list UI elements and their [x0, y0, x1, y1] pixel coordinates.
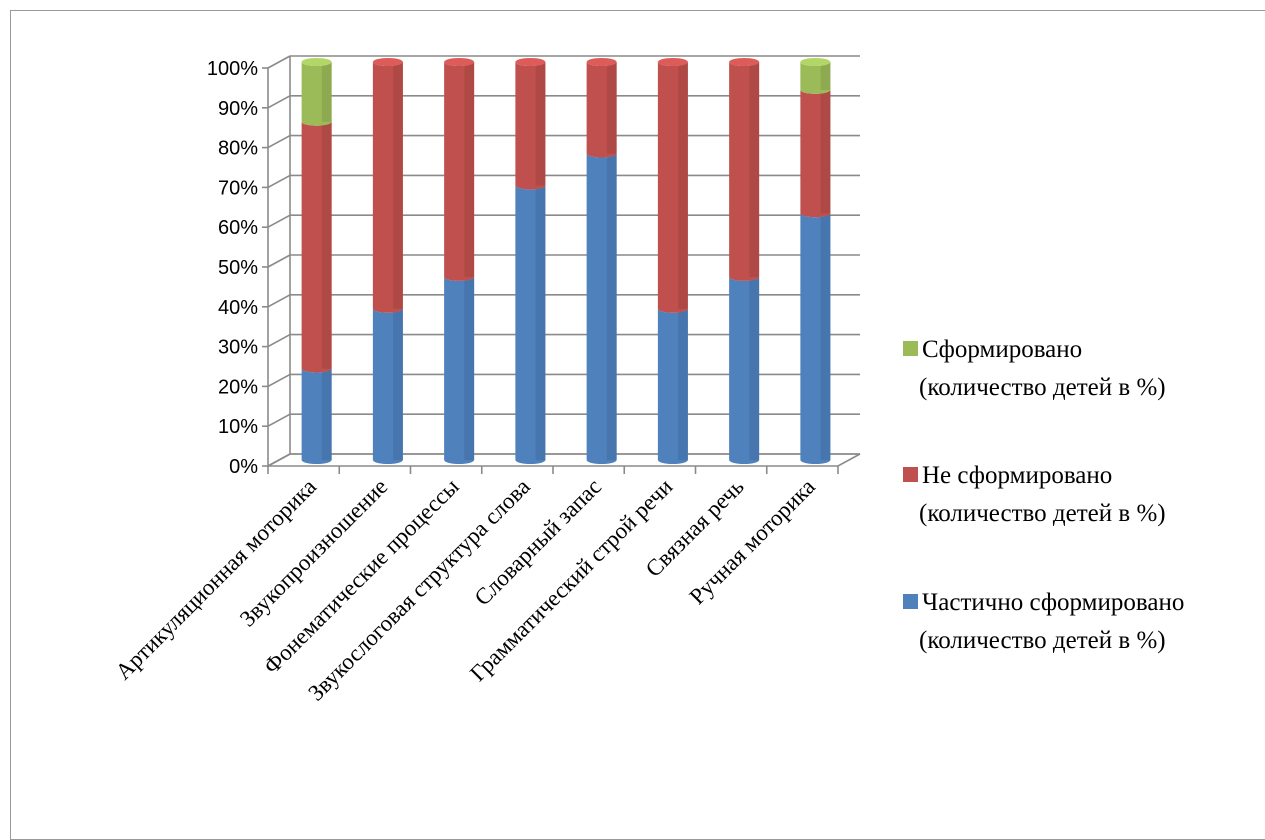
bar-segment-shade	[464, 62, 475, 278]
legend-item: Частично сформировано (количество детей в…	[903, 589, 1184, 654]
legend-swatch	[903, 467, 918, 482]
gridline-diagonal	[267, 373, 291, 388]
y-tick-label: 50%	[218, 257, 258, 279]
y-tick-label: 90%	[218, 98, 258, 120]
legend: Сформировано(количество детей в %)Не сфо…	[903, 336, 1184, 654]
legend-label: Частично сформировано	[922, 589, 1184, 616]
gridline-diagonal	[267, 294, 291, 308]
bar-segment-shade	[820, 62, 831, 91]
y-tick-label: 100%	[207, 58, 258, 80]
bar-cap	[586, 58, 617, 66]
y-tick-label: 80%	[218, 138, 258, 160]
gridline-diagonal	[267, 134, 291, 149]
bar-segment-shade	[464, 276, 475, 461]
bar-segment-shade	[393, 308, 403, 461]
legend-label: (количество детей в %)	[919, 374, 1166, 401]
bar-segment-shade	[820, 89, 831, 214]
legend-label: Сформировано	[922, 336, 1082, 363]
y-tick-label: 20%	[218, 376, 258, 398]
bar-cap	[515, 58, 546, 66]
y-tick-label: 70%	[218, 177, 258, 199]
bar-segment-shade	[321, 62, 332, 122]
category-labels: Артикуляционная моторикаЗвукопроизношени…	[111, 474, 820, 706]
floor	[267, 453, 861, 467]
gridline-diagonal	[267, 55, 291, 69]
gridline-diagonal	[267, 333, 291, 348]
bar-cap	[729, 58, 760, 66]
bar-segment-shade	[321, 368, 332, 461]
bar-segment-shade	[606, 62, 617, 154]
x-category-label: Словарный запас	[470, 474, 607, 611]
bar-stack	[301, 58, 332, 464]
y-tick-label: 10%	[218, 416, 258, 438]
bar-stack	[372, 58, 403, 464]
bar-cap	[444, 58, 475, 66]
y-tick-label: 60%	[218, 217, 258, 239]
legend-swatch	[903, 594, 918, 609]
gridline-diagonal	[267, 95, 291, 109]
legend-item: Не сформировано (количество детей в %)	[903, 462, 1166, 527]
bar-segment-shade	[535, 185, 546, 461]
legend-label: (количество детей в %)	[919, 500, 1166, 527]
gridline-diagonal	[267, 214, 291, 228]
bar-stack	[444, 58, 475, 464]
legend-label: Не сформировано	[922, 462, 1112, 489]
bar-segment-shade	[678, 62, 688, 309]
bar-cap	[301, 58, 332, 66]
y-tick-label: 30%	[218, 337, 258, 359]
axes	[262, 56, 861, 474]
gridline-diagonal	[267, 174, 291, 189]
bar-cap	[372, 58, 403, 66]
bar-cap	[800, 58, 831, 66]
legend-label: (количество детей в %)	[919, 627, 1166, 654]
bar-segment-shade	[749, 276, 760, 461]
y-tick-labels: 0% 10% 20% 30% 40% 50% 60% 70% 80% 90% 100%	[207, 58, 258, 478]
bar-segment-shade	[606, 153, 617, 461]
bar-segment-shade	[820, 213, 831, 461]
bar-stack	[729, 58, 760, 464]
x-category-label: Ручная моторика	[684, 474, 819, 609]
bar-stack	[657, 58, 688, 464]
y-tick-label: 0%	[229, 456, 258, 478]
bar-stack	[515, 58, 546, 464]
bar-segment-shade	[678, 308, 688, 461]
bar-stack	[586, 58, 617, 465]
bar-segment-shade	[535, 62, 546, 186]
gridline-diagonal	[267, 413, 291, 427]
bar-segment-shade	[749, 62, 760, 278]
bar-stack	[800, 58, 831, 464]
y-tick-label: 40%	[218, 297, 258, 319]
legend-item: Сформировано (количество детей в %)	[903, 336, 1166, 401]
bar-segment-shade	[393, 62, 403, 309]
bar-cap	[657, 58, 688, 66]
bar-segment-shade	[321, 121, 332, 369]
bars	[301, 58, 831, 465]
gridline-diagonal	[267, 254, 291, 268]
legend-swatch	[903, 341, 918, 356]
gridlines	[267, 55, 860, 467]
